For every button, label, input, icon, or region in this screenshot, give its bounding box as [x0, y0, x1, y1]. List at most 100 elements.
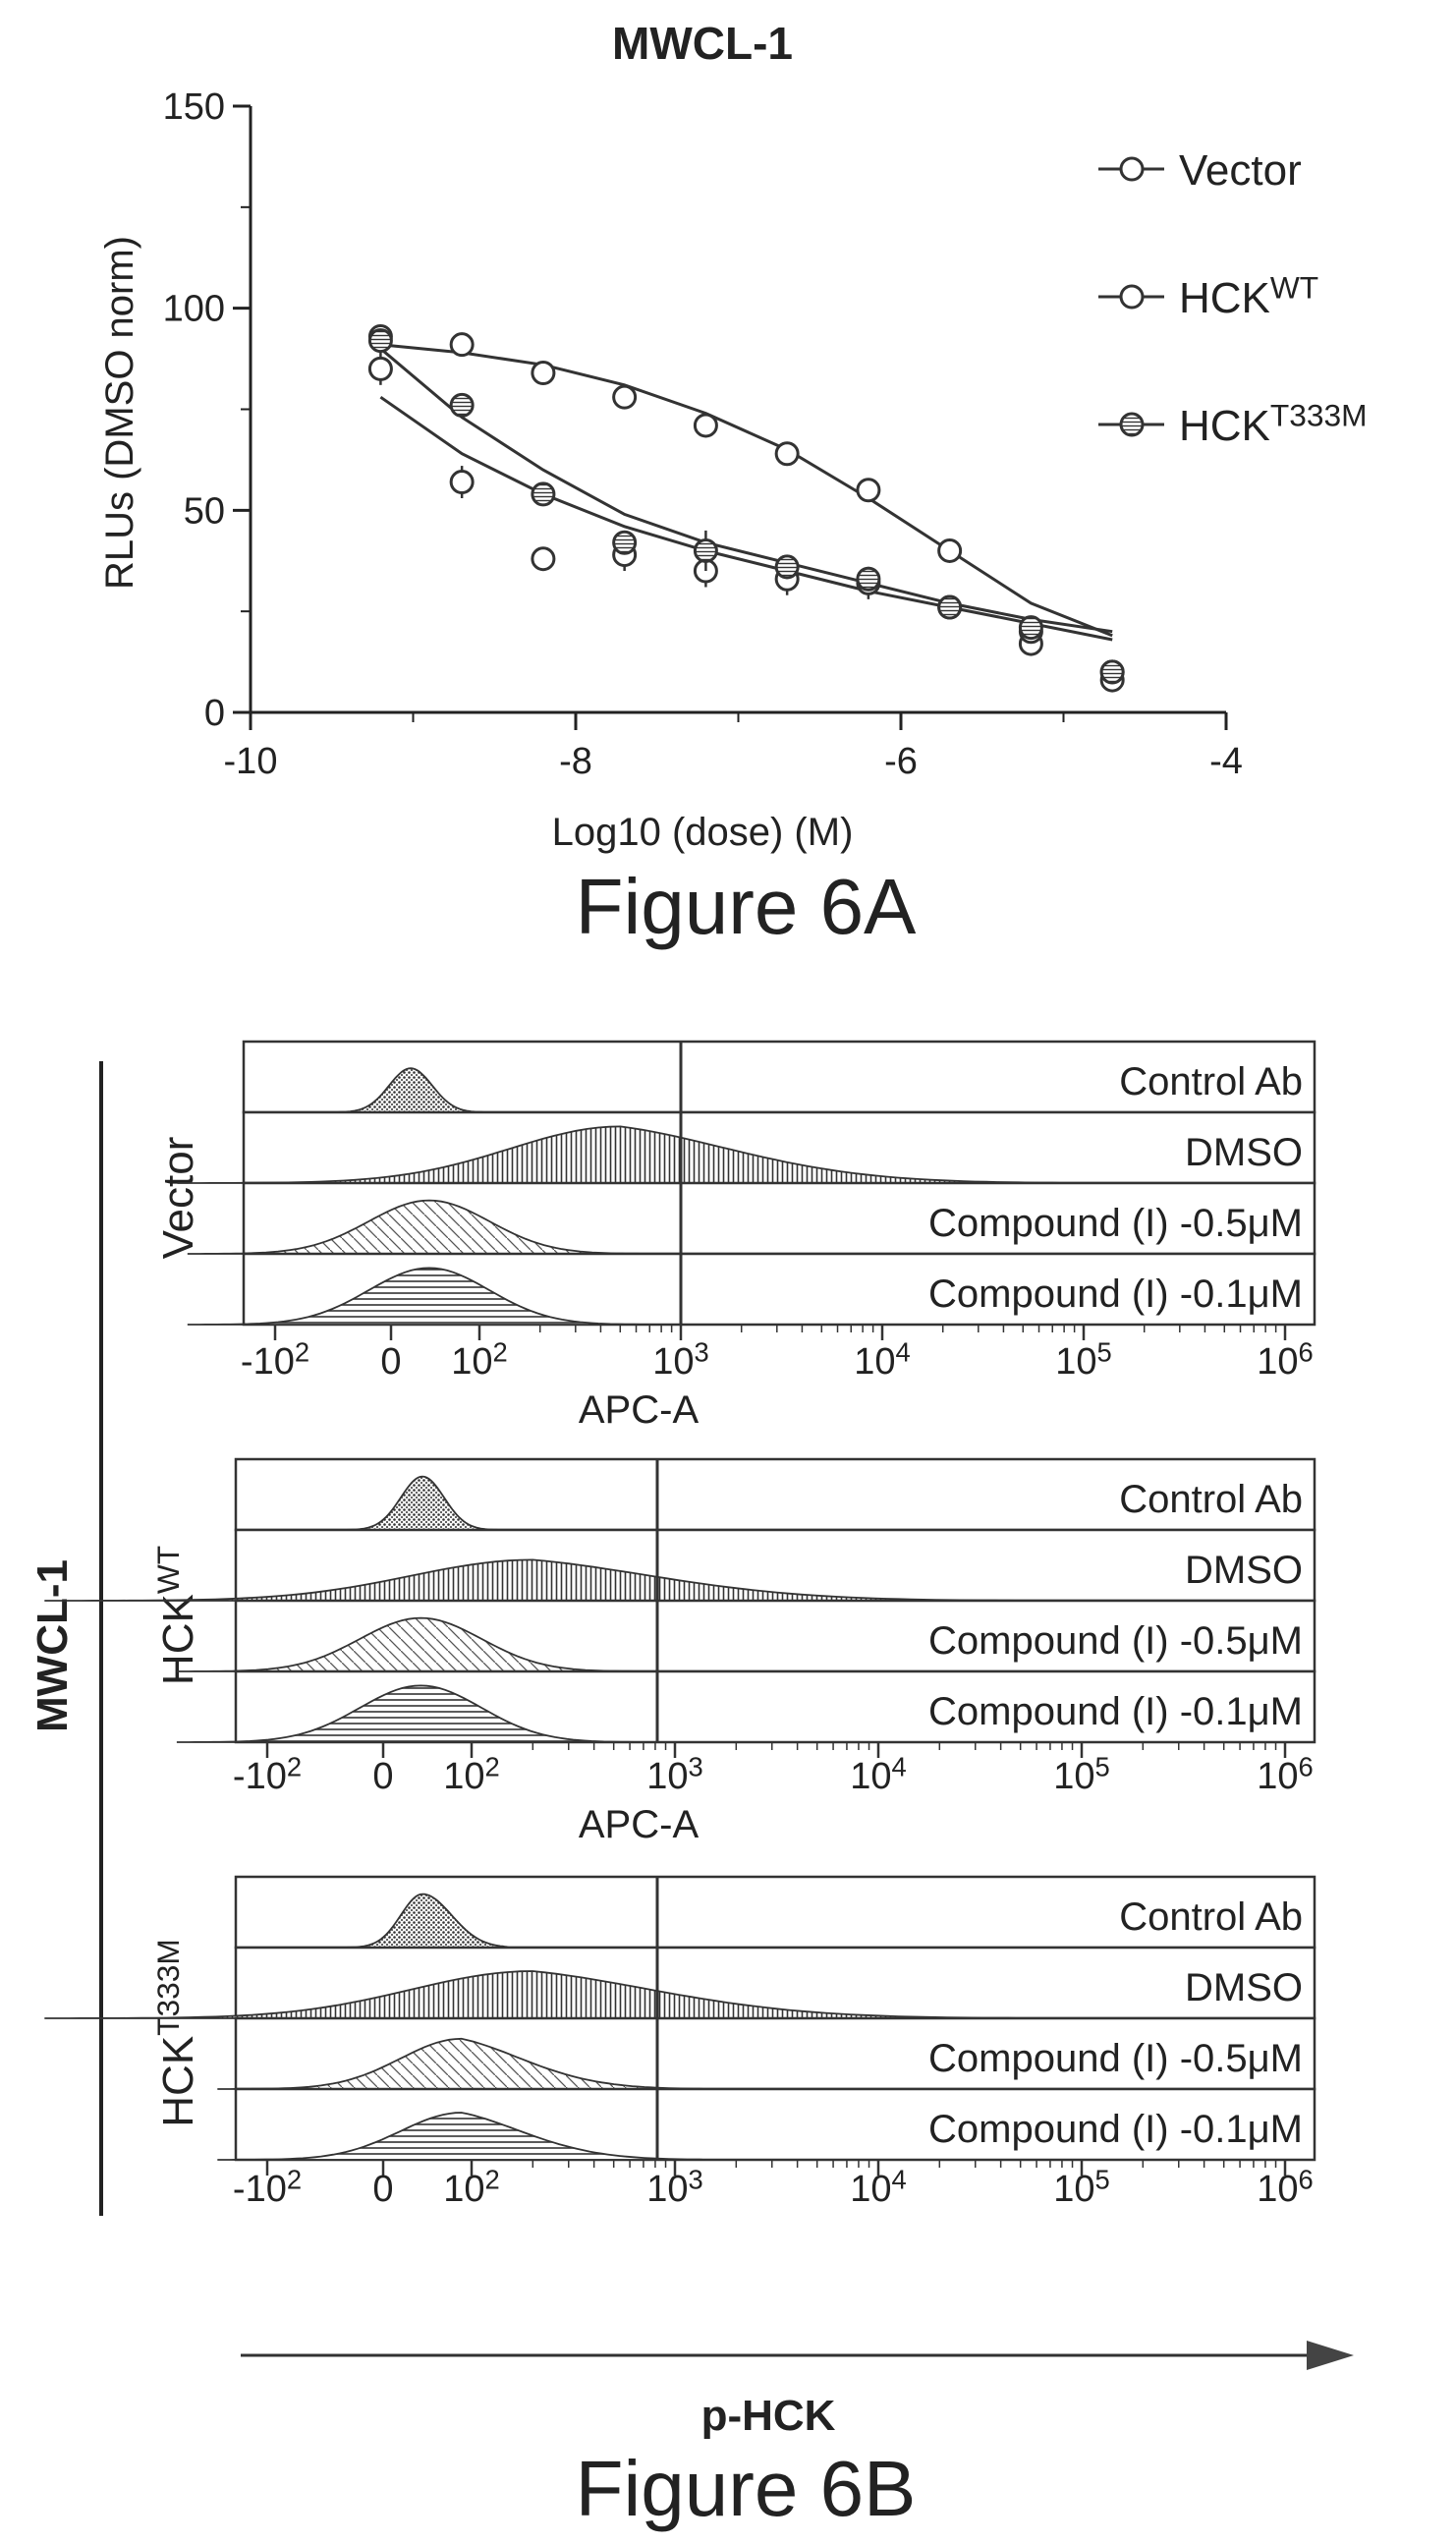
track-label: DMSO	[1185, 1966, 1303, 2009]
data-point	[449, 332, 475, 358]
x-tick-label: 106	[1257, 1337, 1314, 1383]
track-label: Compound (I) -0.1μM	[928, 2108, 1303, 2151]
legend-entry-label: Vector	[1179, 146, 1302, 195]
histogram-peak	[217, 2112, 706, 2161]
legend-marker	[1119, 412, 1145, 437]
data-point	[367, 356, 393, 381]
track-label: Control Ab	[1119, 1895, 1303, 1939]
figure-6b-caption: Figure 6B	[576, 2445, 917, 2532]
data-point	[449, 392, 475, 418]
legend-marker	[1119, 156, 1145, 182]
fit-curve-1	[380, 343, 1113, 638]
histogram-track	[234, 1528, 1316, 1603]
x-axis-label: APC-A	[579, 1388, 700, 1432]
x-tick-label: -102	[233, 2165, 302, 2210]
data-point	[937, 594, 963, 620]
legend-entry-label: HCKT333M	[1179, 398, 1367, 450]
y-tick-label: 100	[163, 289, 225, 330]
histogram-panel-2: HCKT333M Control Ab DMSO Compound (I) -0.5μ…	[44, 1875, 1316, 2210]
x-tick-label: 103	[652, 1337, 709, 1383]
x-tick-label: -102	[233, 1752, 302, 1797]
data-point	[531, 546, 556, 572]
track-label: Compound (I) -0.5μM	[928, 2037, 1303, 2080]
x-tick-label: 0	[380, 1341, 401, 1383]
histogram-peak	[176, 1684, 665, 1743]
data-point	[612, 530, 638, 555]
x-tick-label: -102	[241, 1337, 309, 1383]
data-point	[693, 413, 718, 438]
histogram-panels: Vector Control Ab DMSO Compound (I) -0.5μM C…	[44, 1040, 1316, 2210]
x-tick-label: 104	[850, 2165, 907, 2210]
fit-curve-0	[379, 395, 1113, 642]
track-label: Compound (I) -0.1μM	[928, 1272, 1303, 1316]
histogram-peak	[177, 1125, 1064, 1184]
x-tick-label: 104	[850, 1752, 907, 1797]
p-hck-arrow-head	[1307, 2341, 1354, 2370]
chart-title: MWCL-1	[612, 18, 793, 69]
x-tick-label: 105	[1053, 2165, 1110, 2210]
histogram-peak	[187, 1267, 671, 1326]
group-label: Vector	[154, 1137, 202, 1260]
data-point	[856, 566, 881, 592]
x-tick-label: 103	[646, 2165, 703, 2210]
x-tick-label: 102	[451, 1337, 508, 1383]
x-tick-label: -4	[1209, 741, 1243, 782]
x-tick-label: 104	[854, 1337, 911, 1383]
data-point	[856, 478, 881, 503]
track-label: DMSO	[1185, 1131, 1303, 1174]
dose-response-chart: MWCL-1 -10 -8 -6 -4 0 50 100 150 Vector HCKWT HCK…	[98, 18, 1367, 950]
histogram-peak	[44, 1970, 1021, 2019]
track-label: DMSO	[1185, 1549, 1303, 1592]
legend-marker	[1119, 284, 1145, 310]
y-axis-label: RLUs (DMSO norm)	[98, 236, 141, 590]
flow-histogram-figure: MWCL-1 Vector Control Ab DMSO Compound (I) …	[28, 1040, 1354, 2532]
histogram-panel-1: HCKWT Control Ab DMSO Compound (I) -0.5μM Co…	[44, 1457, 1316, 1846]
data-point	[612, 384, 638, 410]
y-tick-label: 150	[163, 86, 225, 128]
x-tick-label: 106	[1257, 2165, 1314, 2210]
fit-curve-2	[379, 347, 1113, 634]
chart-legend: Vector HCKWT HCKT333M	[1098, 146, 1367, 450]
data-point	[693, 537, 718, 563]
x-tick-label: 105	[1053, 1752, 1110, 1797]
histogram-peak	[217, 2037, 706, 2090]
x-tick-label: -8	[559, 741, 592, 782]
x-tick-label: -6	[884, 741, 918, 782]
data-points	[367, 323, 1125, 693]
data-point	[937, 537, 963, 563]
x-tick-label: -10	[224, 741, 278, 782]
track-label: Compound (I) -0.1μM	[928, 1690, 1303, 1733]
x-tick-label: 103	[646, 1752, 703, 1797]
histogram-peak	[44, 1558, 1021, 1602]
data-point	[531, 481, 556, 507]
x-axis-label: Log10 (dose) (M)	[552, 811, 854, 854]
x-tick-label: 106	[1257, 1752, 1314, 1797]
fit-curves	[379, 343, 1113, 642]
track-label: Compound (I) -0.5μM	[928, 1619, 1303, 1663]
group-label: HCKT333M	[150, 1939, 202, 2126]
data-point	[367, 328, 393, 354]
x-axis-label: APC-A	[579, 1803, 700, 1846]
histogram-panel-0: Vector Control Ab DMSO Compound (I) -0.5μM C…	[154, 1040, 1316, 1432]
group-label: HCKWT	[150, 1546, 202, 1685]
arrow-label: p-HCK	[701, 2392, 836, 2440]
data-point	[774, 441, 800, 467]
y-tick-label: 50	[184, 490, 225, 532]
chart-axes: -10 -8 -6 -4 0 50 100 150	[163, 86, 1243, 782]
figure-6a-caption: Figure 6A	[576, 863, 917, 950]
histogram-peak	[336, 1893, 510, 1949]
x-tick-label: 0	[372, 1756, 393, 1797]
cell-line-label: MWCL-1	[28, 1559, 77, 1732]
data-point	[1099, 659, 1125, 685]
x-tick-label: 0	[372, 2169, 393, 2210]
track-label: Control Ab	[1119, 1060, 1303, 1103]
x-tick-label: 105	[1055, 1337, 1112, 1383]
track-label: Compound (I) -0.5μM	[928, 1202, 1303, 1245]
y-tick-label: 0	[204, 693, 225, 734]
track-label: Control Ab	[1119, 1478, 1303, 1521]
x-tick-label: 102	[443, 1752, 500, 1797]
data-point	[531, 360, 556, 385]
data-point	[1018, 615, 1043, 641]
x-tick-label: 102	[443, 2165, 500, 2210]
